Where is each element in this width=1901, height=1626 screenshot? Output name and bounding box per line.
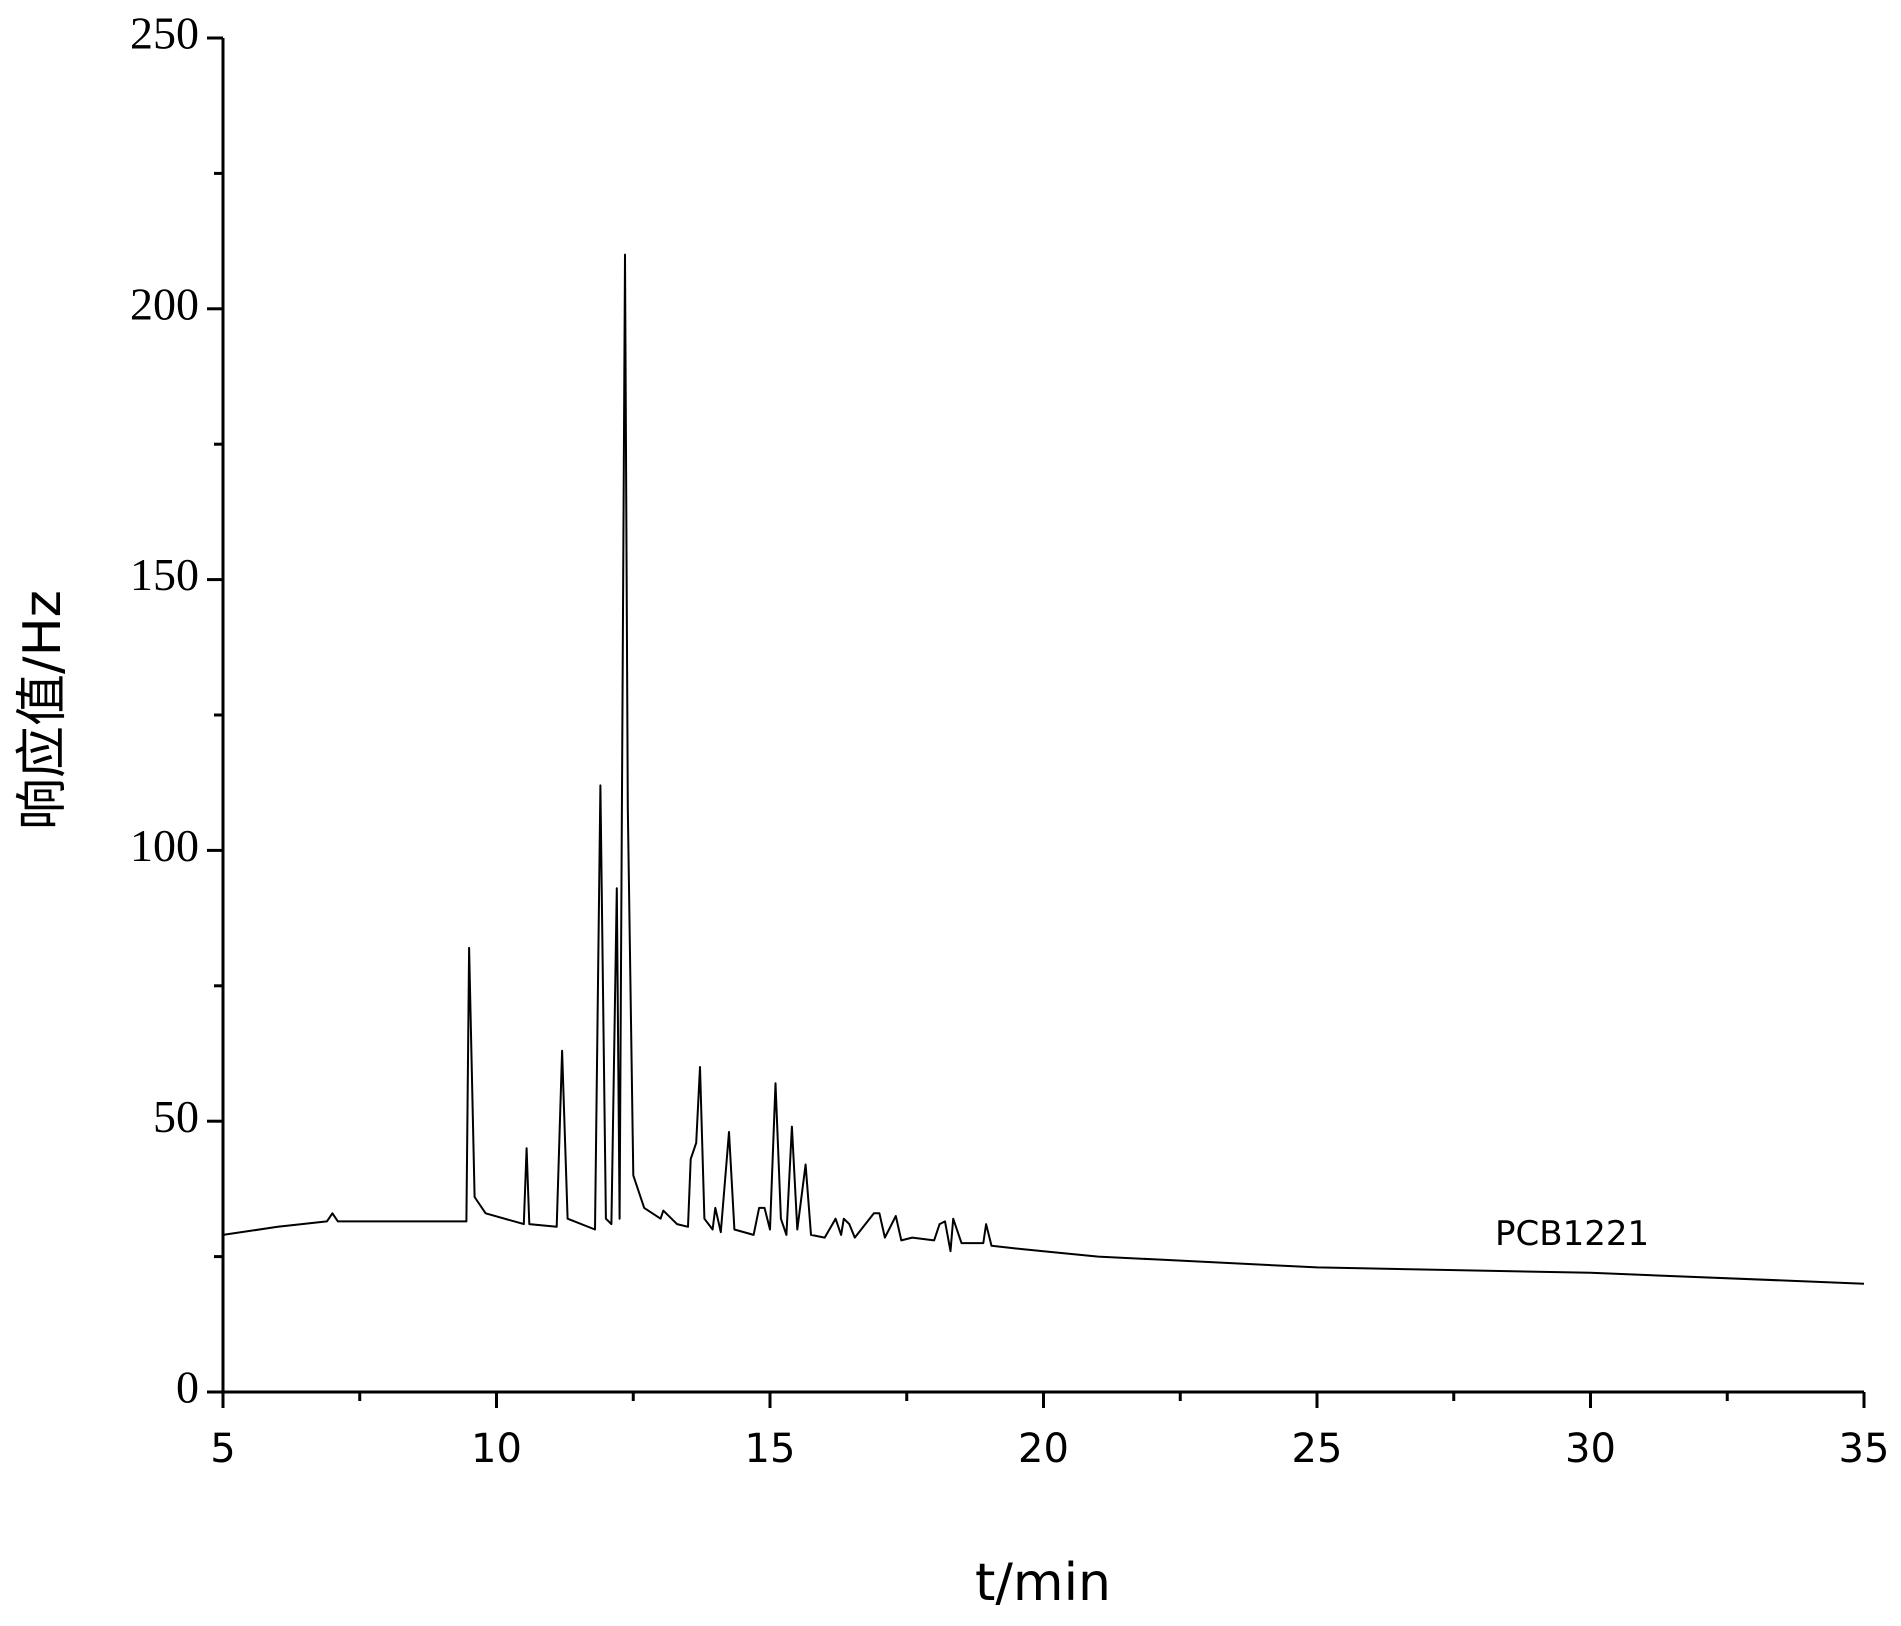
x-tick-label: 35 (1839, 1426, 1890, 1472)
x-tick-label: 20 (1018, 1426, 1069, 1472)
x-tick-label: 5 (210, 1426, 235, 1472)
y-tick-label: 100 (130, 820, 199, 871)
y-tick-label: 200 (130, 278, 199, 329)
x-tick-label: 30 (1565, 1426, 1616, 1472)
y-tick-label: 0 (176, 1362, 199, 1413)
y-tick-label: 50 (153, 1091, 199, 1142)
y-axis-title: 响应值/Hz (13, 590, 73, 830)
x-tick-label: 15 (745, 1426, 796, 1472)
y-tick-label: 250 (130, 8, 199, 59)
series-label: PCB1221 (1495, 1214, 1649, 1254)
x-tick-label: 10 (471, 1426, 522, 1472)
line-series (222, 253, 1865, 1285)
y-tick-label: 150 (130, 549, 199, 600)
x-axis-title: t/min (975, 1553, 1111, 1613)
x-tick-label: 25 (1292, 1426, 1343, 1472)
